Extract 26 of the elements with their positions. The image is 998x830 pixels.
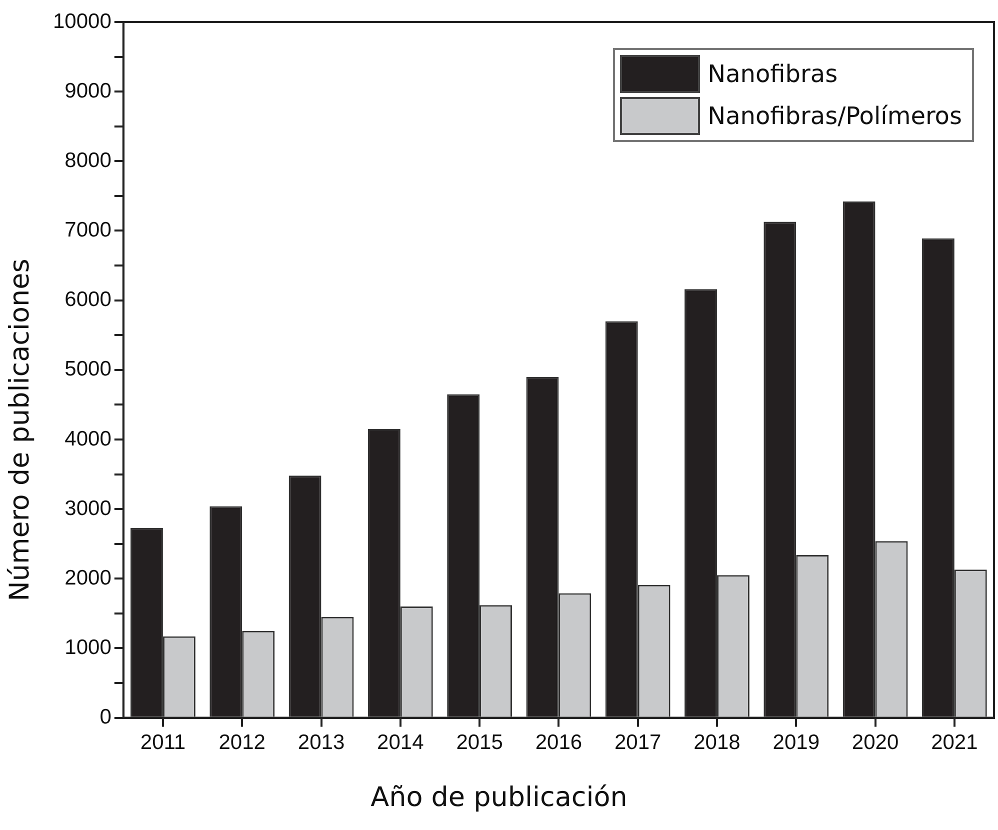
x-tick-label: 2016 xyxy=(535,731,582,754)
y-tick-label: 7000 xyxy=(64,218,112,242)
y-tick-label: 8000 xyxy=(64,148,112,172)
y-tick-label: 2000 xyxy=(64,566,112,590)
y-tick-label: 6000 xyxy=(64,288,112,312)
y-tick-label: 0 xyxy=(100,706,112,729)
x-tick-label: 2020 xyxy=(852,731,899,754)
legend-label: Nanofibras xyxy=(708,60,838,88)
x-tick-label: 2013 xyxy=(298,731,345,754)
y-tick-label: 1000 xyxy=(64,636,112,660)
x-tick-label: 2014 xyxy=(377,731,424,754)
y-tick-label: 9000 xyxy=(64,79,112,102)
y-axis-title: Número de publicaciones xyxy=(4,258,36,602)
x-tick-label: 2018 xyxy=(694,731,740,754)
x-tick-label: 2017 xyxy=(614,731,662,754)
y-tick-label: 10000 xyxy=(52,10,112,33)
legend-label: Nanofibras/Polímeros xyxy=(708,102,962,130)
x-tick-label: 2012 xyxy=(218,731,266,754)
y-tick-label: 4000 xyxy=(64,427,112,450)
x-axis-title: Año de publicación xyxy=(370,782,628,813)
y-tick-label: 3000 xyxy=(64,496,112,520)
x-tick-label: 2019 xyxy=(772,731,820,754)
y-tick-label: 5000 xyxy=(64,358,112,381)
x-tick-label: 2021 xyxy=(931,731,978,754)
x-tick-label: 2011 xyxy=(140,731,186,754)
x-tick-label: 2015 xyxy=(456,731,503,754)
